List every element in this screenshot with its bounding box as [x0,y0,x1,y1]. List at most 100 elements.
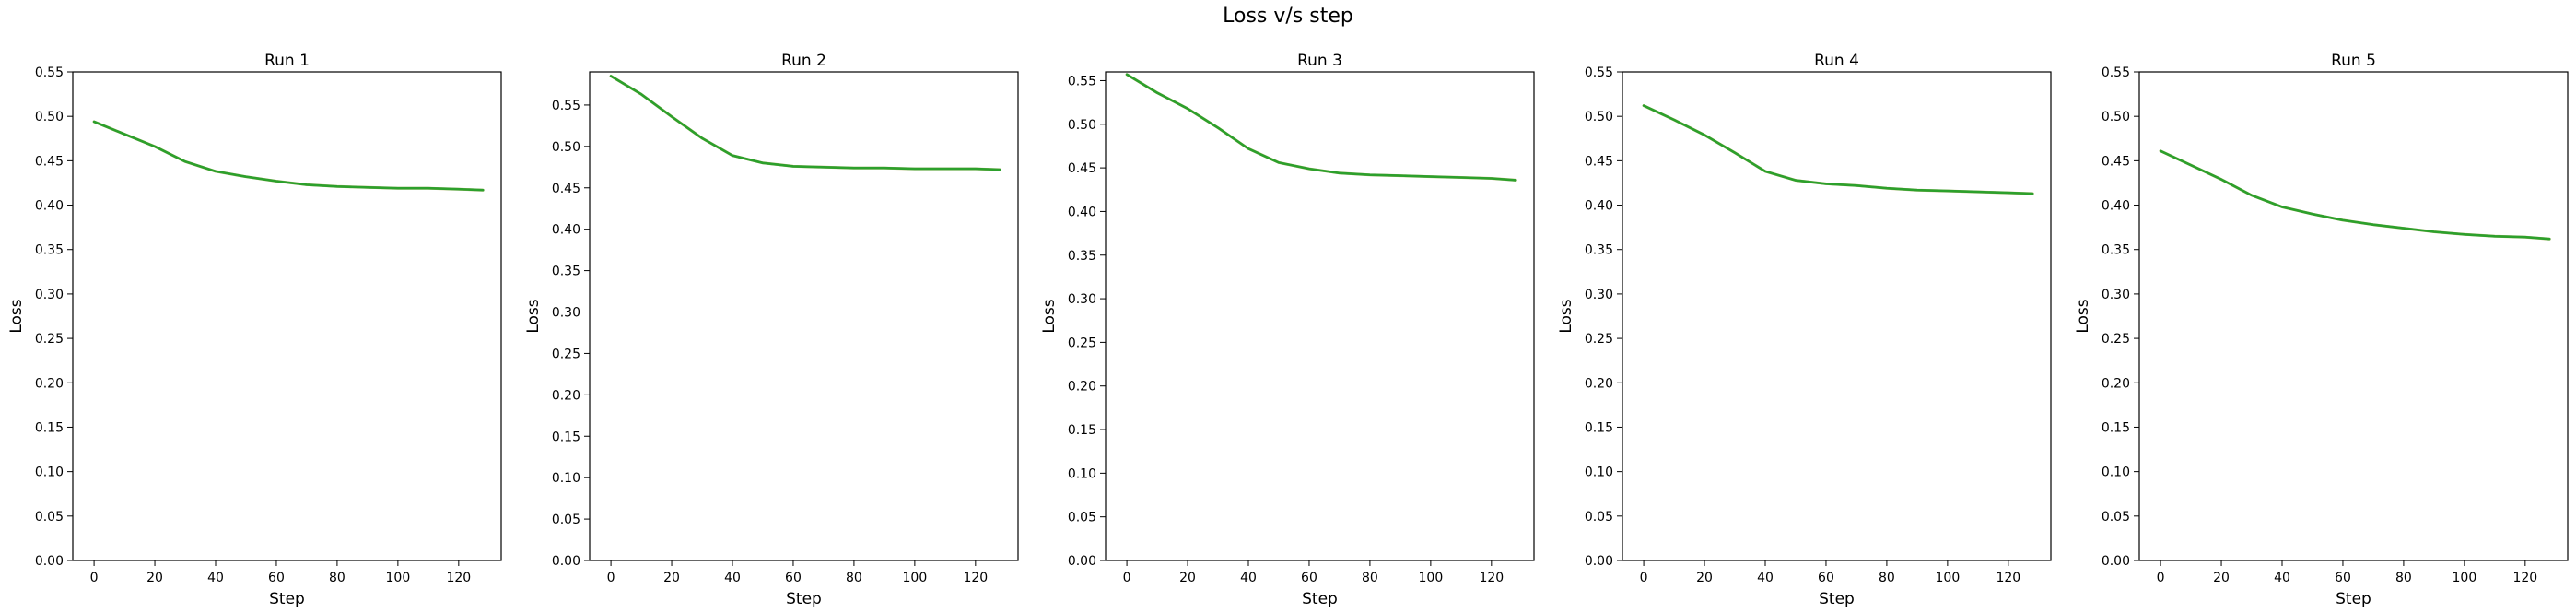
y-tick-label: 0.05 [2102,510,2130,525]
y-tick-label: 0.20 [1585,376,1613,391]
x-tick-label: 20 [2213,571,2230,585]
x-tick-label: 40 [207,571,224,585]
y-tick-label: 0.05 [552,513,580,527]
subplot-run-3: 0.00 0.05 0.10 0.15 0.20 0.25 0.30 0.35 0.40 0.45… [1040,52,1535,608]
axes-frame [589,71,1019,561]
y-tick-label: 0.20 [1068,380,1096,395]
subplot-run-1: 0.00 0.05 0.10 0.15 0.20 0.25 0.30 0.35 0.40 0.45… [7,52,502,608]
y-tick-label: 0.50 [2102,110,2130,124]
x-axis-label: Step [269,590,305,608]
y-tick-label: 0.15 [552,430,580,444]
x-tick-label: 60 [785,571,802,585]
y-tick-label: 0.40 [1068,205,1096,219]
y-tick-label: 0.40 [2102,199,2130,214]
axes-frame [1105,71,1535,561]
y-tick-label: 0.15 [1068,423,1096,438]
y-tick-label: 0.50 [35,110,64,124]
y-tick-label: 0.15 [2102,420,2130,435]
y-axis-label: Loss [2074,299,2092,333]
y-tick-label: 0.20 [35,376,64,391]
x-tick-label: 100 [2453,571,2477,585]
y-tick-label: 0.10 [552,471,580,486]
x-tick-label: 80 [846,571,862,585]
y-tick-label: 0.40 [1585,199,1613,214]
y-tick-label: 0.50 [552,140,580,155]
y-axis-label: Loss [7,299,26,333]
y-tick-label: 0.55 [2102,65,2130,80]
x-tick-label: 120 [1479,571,1504,585]
x-tick-label: 80 [1362,571,1378,585]
subplot-run-5: 0.00 0.05 0.10 0.15 0.20 0.25 0.30 0.35 0.40 0.45… [2074,52,2569,608]
y-tick-label: 0.45 [1585,154,1613,169]
y-tick-label: 0.35 [1585,243,1613,258]
x-tick-label: 0 [2157,571,2165,585]
y-axis-label: Loss [1040,299,1059,333]
y-tick-label: 0.00 [35,554,64,569]
x-tick-label: 40 [724,571,741,585]
x-tick-label: 100 [1936,571,1961,585]
x-axis-label: Step [1302,590,1338,608]
y-tick-label: 0.00 [1068,554,1096,569]
y-tick-label: 0.30 [35,288,64,302]
y-axis-label: Loss [1557,299,1575,333]
x-tick-label: 120 [2512,571,2537,585]
y-tick-label: 0.15 [1585,420,1613,435]
y-tick-label: 0.10 [35,466,64,480]
y-tick-label: 0.30 [1068,292,1096,307]
x-tick-label: 20 [146,571,163,585]
x-tick-label: 120 [446,571,471,585]
y-tick-label: 0.05 [1068,511,1096,525]
x-tick-label: 40 [1757,571,1774,585]
y-tick-label: 0.50 [1585,110,1613,124]
x-tick-label: 0 [90,571,99,585]
subplot-title: Run 1 [264,52,310,70]
x-axis-label: Step [1819,590,1855,608]
subplot-title: Run 4 [1814,52,1859,70]
y-tick-label: 0.35 [1068,249,1096,264]
loss-line [609,75,1001,171]
y-tick-label: 0.45 [1068,161,1096,176]
y-tick-label: 0.45 [2102,154,2130,169]
loss-line [1125,73,1517,182]
y-tick-label: 0.35 [2102,243,2130,258]
y-tick-label: 0.10 [2102,466,2130,480]
subplot-title: Run 5 [2331,52,2376,70]
y-tick-label: 0.05 [1585,510,1613,525]
y-tick-label: 0.00 [2102,554,2130,569]
x-axis-label: Step [2336,590,2371,608]
loss-line-shadow [2159,149,2551,241]
x-tick-label: 60 [2335,571,2351,585]
y-tick-label: 0.50 [1068,118,1096,133]
x-tick-label: 60 [268,571,285,585]
y-tick-label: 0.10 [1068,466,1096,481]
y-tick-label: 0.30 [1585,288,1613,302]
y-tick-label: 0.20 [2102,376,2130,391]
x-tick-label: 20 [1696,571,1713,585]
x-tick-label: 120 [963,571,988,585]
y-tick-label: 0.25 [1068,336,1096,350]
y-tick-label: 0.40 [35,199,64,214]
loss-line [92,120,485,192]
y-tick-label: 0.40 [552,223,580,238]
subplot-run-2: 0.00 0.05 0.10 0.15 0.20 0.25 0.30 0.35 0.40 0.45… [524,52,1019,608]
loss-line-shadow [1642,104,2034,195]
y-tick-label: 0.25 [35,332,64,347]
loss-line-shadow [92,120,485,192]
axes-frame [72,71,502,561]
figure-title: Loss v/s step [1223,5,1353,28]
y-tick-label: 0.55 [1068,74,1096,88]
subplot-title: Run 2 [781,52,826,70]
y-tick-label: 0.25 [1585,332,1613,347]
y-tick-label: 0.35 [35,243,64,258]
y-tick-label: 0.55 [35,65,64,80]
x-tick-label: 0 [607,571,615,585]
axes-frame [1622,71,2052,561]
x-tick-label: 0 [1640,571,1648,585]
x-tick-label: 60 [1818,571,1834,585]
axes-frame [2138,71,2569,561]
x-tick-label: 60 [1301,571,1317,585]
y-tick-label: 0.45 [35,154,64,169]
subplot-run-4: 0.00 0.05 0.10 0.15 0.20 0.25 0.30 0.35 0.40 0.45… [1557,52,2052,608]
x-tick-label: 80 [329,571,345,585]
